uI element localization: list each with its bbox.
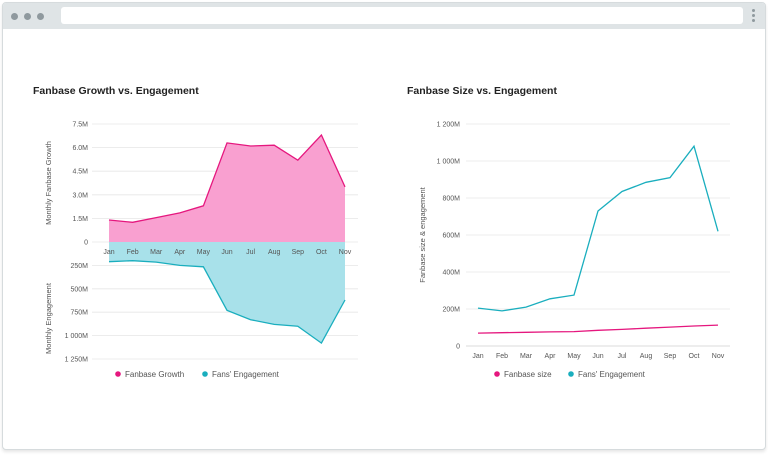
window-dot-icon[interactable] <box>24 13 31 20</box>
y-tick-label: 400M <box>442 270 460 277</box>
y-tick-label: 7.5M <box>72 122 88 129</box>
kebab-menu-icon[interactable] <box>752 9 755 23</box>
legend-label: Fanbase Growth <box>125 370 184 379</box>
growth-series-line <box>108 133 346 223</box>
x-tick-label: Jun <box>592 353 603 360</box>
browser-titlebar <box>3 3 765 29</box>
window-dot-icon[interactable] <box>11 13 18 20</box>
chart2-title: Fanbase Size vs. Engagement <box>407 85 557 97</box>
y-tick-label: 600M <box>442 233 460 240</box>
x-tick-label: Nov <box>712 353 725 360</box>
x-tick-label: Feb <box>496 353 508 360</box>
engagement-area <box>109 242 345 344</box>
x-tick-label: Jan <box>103 249 114 256</box>
address-bar[interactable] <box>61 7 743 24</box>
chart1-title: Fanbase Growth vs. Engagement <box>33 85 199 97</box>
legend-dot-icon <box>568 371 574 377</box>
y-tick-label: 200M <box>442 307 460 314</box>
x-tick-label: Jul <box>246 249 255 256</box>
x-tick-label: Mar <box>150 249 163 256</box>
y-tick-label: 1 000M <box>65 333 89 340</box>
growth-area <box>109 135 345 242</box>
x-tick-label: Aug <box>640 353 653 360</box>
engagement-series-line <box>477 144 719 312</box>
x-tick-label: May <box>197 249 211 256</box>
y-tick-label: 1 000M <box>437 159 461 166</box>
x-tick-label: Apr <box>545 353 557 360</box>
x-tick-label: Sep <box>664 353 677 360</box>
x-tick-label: Jun <box>221 249 232 256</box>
x-tick-label: Feb <box>127 249 139 256</box>
x-tick-label: Oct <box>689 353 700 360</box>
y-tick-label: 1 200M <box>437 122 461 129</box>
legend-label: Fanbase size <box>504 370 552 379</box>
y-tick-label: 0 <box>84 240 88 247</box>
y-axis-label-bottom: Monthly Engagement <box>44 282 53 354</box>
size-series-line <box>477 324 719 334</box>
x-tick-label: Apr <box>174 249 186 256</box>
x-tick-label: Jul <box>618 353 627 360</box>
y-tick-label: 1.5M <box>72 216 88 223</box>
y-tick-label: 250M <box>70 263 88 270</box>
legend-dot-icon <box>115 371 121 377</box>
legend-dot-icon <box>494 371 500 377</box>
window-dot-icon[interactable] <box>37 13 44 20</box>
y-axis-label-top: Monthly Fanbase Growth <box>44 141 53 225</box>
y-tick-label: 4.5M <box>72 169 88 176</box>
y-tick-label: 1 250M <box>65 357 89 364</box>
y-tick-label: 800M <box>442 196 460 203</box>
x-tick-label: May <box>567 353 581 360</box>
x-tick-label: Oct <box>316 249 327 256</box>
x-tick-label: Mar <box>520 353 533 360</box>
y-axis-label: Fanbase size & engagement <box>418 186 427 282</box>
y-tick-label: 500M <box>70 286 88 293</box>
y-tick-label: 0 <box>456 344 460 351</box>
x-tick-label: Sep <box>292 249 305 256</box>
engagement-series-line <box>108 260 346 345</box>
legend-dot-icon <box>202 371 208 377</box>
y-tick-label: 750M <box>70 310 88 317</box>
legend-label: Fans' Engagement <box>578 370 646 379</box>
legend-label: Fans' Engagement <box>212 370 280 379</box>
x-tick-label: Nov <box>339 249 352 256</box>
x-tick-label: Aug <box>268 249 281 256</box>
x-tick-label: Jan <box>472 353 483 360</box>
y-tick-label: 6.0M <box>72 145 88 152</box>
y-tick-label: 3.0M <box>72 192 88 199</box>
